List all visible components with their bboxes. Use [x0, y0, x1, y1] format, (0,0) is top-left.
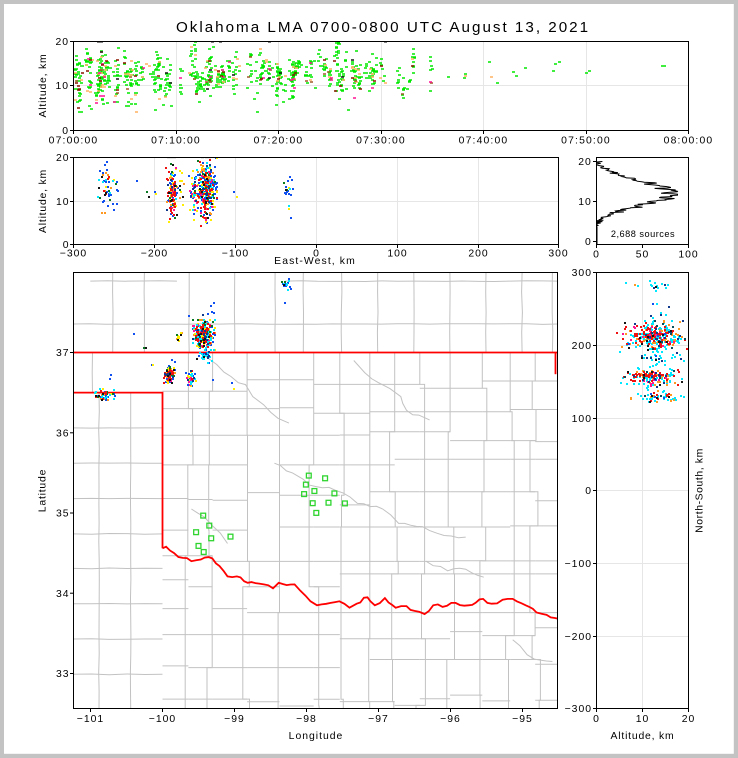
svg-text:07:00:00: 07:00:00	[49, 135, 99, 146]
svg-text:−100: −100	[149, 714, 176, 725]
svg-text:34: 34	[56, 589, 70, 600]
svg-text:North-South, km: North-South, km	[695, 448, 706, 533]
svg-text:07:40:00: 07:40:00	[459, 135, 509, 146]
svg-text:07:10:00: 07:10:00	[151, 135, 201, 146]
svg-text:Latitude: Latitude	[38, 469, 49, 512]
svg-text:−95: −95	[512, 714, 533, 725]
svg-text:37: 37	[56, 348, 70, 359]
svg-text:100: 100	[678, 250, 698, 261]
svg-text:20: 20	[56, 153, 70, 164]
svg-text:200: 200	[572, 341, 592, 352]
svg-text:0: 0	[585, 237, 592, 248]
svg-text:50: 50	[636, 250, 650, 261]
svg-text:07:30:00: 07:30:00	[356, 135, 406, 146]
svg-text:0: 0	[313, 249, 320, 260]
svg-text:100: 100	[387, 249, 407, 260]
svg-text:Longitude: Longitude	[289, 731, 344, 742]
svg-text:200: 200	[468, 249, 488, 260]
svg-text:10: 10	[55, 81, 69, 92]
svg-text:0: 0	[585, 486, 592, 497]
svg-text:Oklahoma LMA 0700-0800 UTC Aug: Oklahoma LMA 0700-0800 UTC August 13, 20…	[176, 19, 590, 36]
svg-text:−101: −101	[77, 714, 104, 725]
svg-text:−200: −200	[565, 632, 592, 643]
svg-text:2,688 sources: 2,688 sources	[611, 229, 675, 239]
svg-text:−200: −200	[141, 249, 168, 260]
svg-text:Altitude, km: Altitude, km	[38, 54, 49, 118]
svg-text:−100: −100	[222, 249, 249, 260]
svg-text:0: 0	[62, 126, 69, 137]
svg-text:20: 20	[578, 157, 592, 168]
svg-text:East-West, km: East-West, km	[274, 256, 356, 267]
svg-text:−100: −100	[565, 559, 592, 570]
svg-text:33: 33	[56, 669, 70, 680]
svg-text:20: 20	[55, 37, 69, 48]
svg-text:−98: −98	[296, 714, 317, 725]
svg-text:Altitude, km: Altitude, km	[38, 169, 49, 233]
svg-text:−300: −300	[565, 704, 592, 715]
svg-text:300: 300	[548, 249, 568, 260]
svg-text:20: 20	[682, 714, 696, 725]
svg-text:10: 10	[578, 197, 592, 208]
svg-text:10: 10	[636, 714, 650, 725]
svg-text:36: 36	[56, 428, 70, 439]
svg-text:0: 0	[593, 714, 600, 725]
svg-text:0: 0	[593, 250, 600, 261]
svg-text:−97: −97	[368, 714, 389, 725]
svg-text:−300: −300	[60, 249, 87, 260]
svg-text:−96: −96	[440, 714, 461, 725]
svg-text:35: 35	[56, 509, 70, 520]
svg-text:07:20:00: 07:20:00	[254, 135, 304, 146]
svg-text:0: 0	[63, 240, 70, 251]
svg-text:07:50:00: 07:50:00	[561, 135, 611, 146]
svg-text:300: 300	[572, 268, 592, 279]
svg-text:Altitude, km: Altitude, km	[611, 731, 675, 742]
svg-text:−99: −99	[224, 714, 245, 725]
svg-text:10: 10	[56, 197, 70, 208]
svg-text:08:00:00: 08:00:00	[664, 135, 714, 146]
svg-text:100: 100	[572, 414, 592, 425]
